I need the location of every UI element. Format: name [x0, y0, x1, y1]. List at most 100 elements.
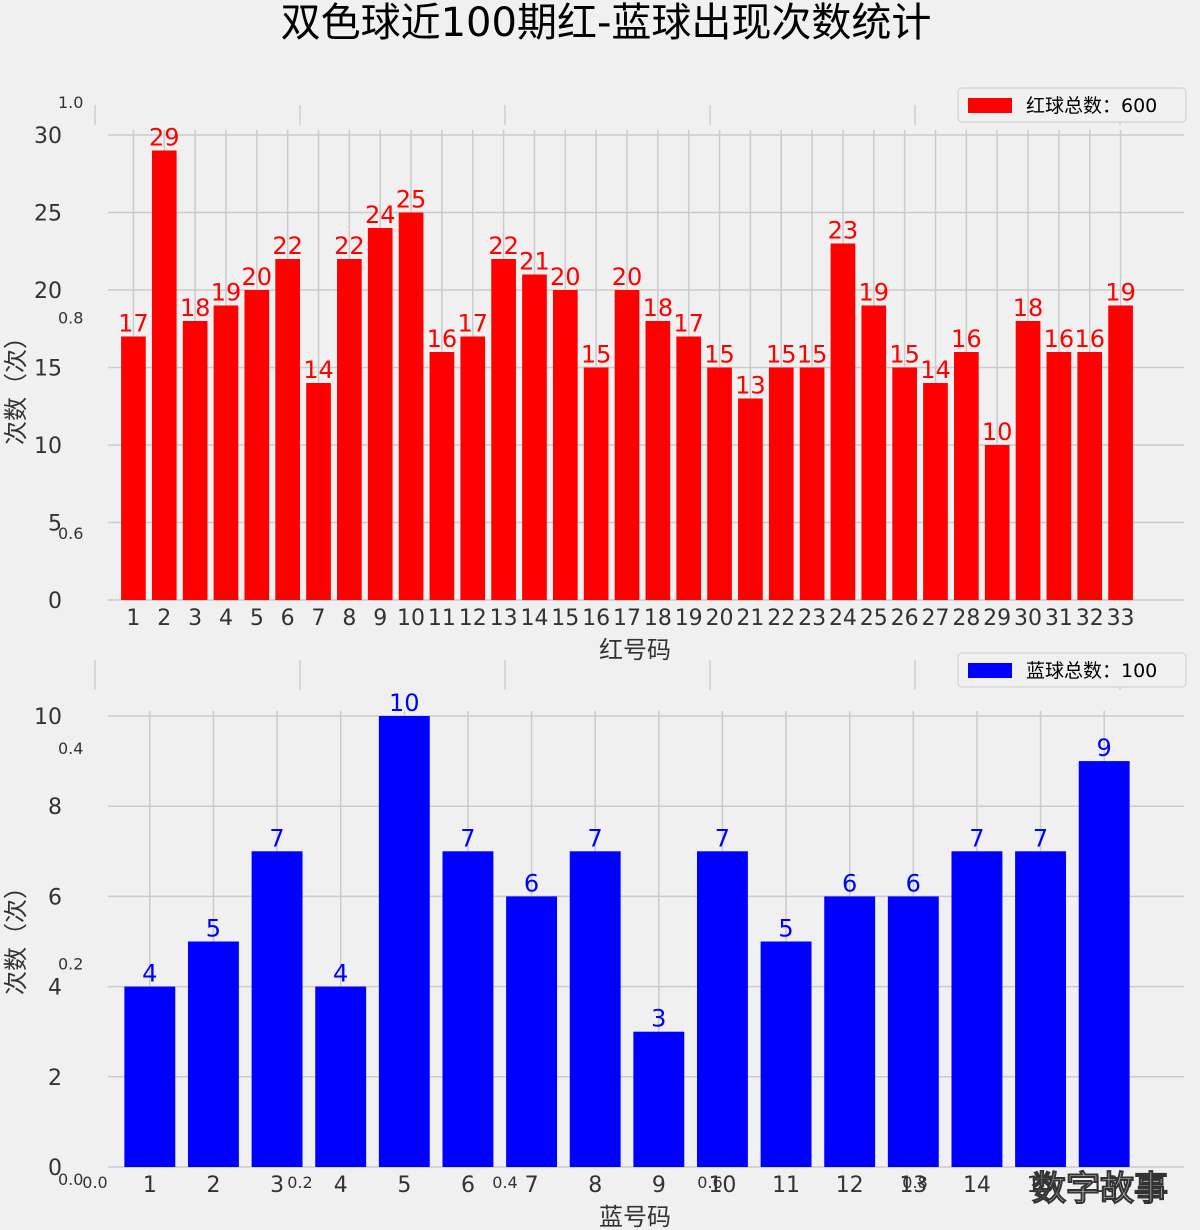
y-tick-label: 10: [34, 434, 62, 459]
legend-label: 蓝球总数：100: [1026, 660, 1157, 682]
chart-title: 双色球近100期红-蓝球出现次数统计: [281, 0, 932, 46]
bar: [121, 336, 146, 600]
bar-value-label: 15: [766, 341, 797, 369]
bar-value-label: 21: [519, 248, 550, 276]
bar: [799, 367, 825, 600]
x-tick-label: 26: [891, 606, 919, 631]
bar-value-label: 22: [334, 232, 365, 260]
bar-value-label: 15: [704, 341, 735, 369]
bar-value-label: 22: [488, 232, 519, 260]
x-tick-label: 2: [157, 606, 171, 631]
x-tick-label: 33: [1107, 606, 1135, 631]
bar-value-label: 16: [1044, 325, 1075, 353]
x-tick-label: 5: [397, 1173, 411, 1198]
bar-value-label: 7: [969, 824, 984, 852]
bar: [645, 321, 671, 600]
bar: [1078, 761, 1130, 1167]
y-tick-label: 0: [48, 1156, 62, 1181]
bar-value-label: 19: [211, 279, 242, 307]
bar-value-label: 6: [906, 869, 921, 897]
bar-value-label: 17: [457, 310, 488, 338]
bar: [244, 290, 270, 600]
y-tick-label: 4: [48, 976, 62, 1001]
bar: [275, 259, 301, 600]
bar: [569, 851, 621, 1167]
background-tick-label: 0.6: [58, 524, 83, 543]
bar: [707, 367, 732, 600]
x-tick-label: 18: [644, 606, 672, 631]
legend-swatch: [968, 663, 1012, 678]
bar-value-label: 18: [180, 294, 211, 322]
bar-value-label: 23: [828, 217, 859, 245]
watermark: 数字故事: [1032, 1169, 1168, 1209]
bar: [824, 896, 876, 1167]
x-tick-label: 10: [397, 606, 425, 631]
bar: [738, 398, 763, 600]
bar: [892, 367, 917, 600]
bar-value-label: 10: [982, 418, 1013, 446]
bar-value-label: 9: [1097, 734, 1112, 762]
x-tick-label: 5: [250, 606, 264, 631]
bar: [522, 274, 547, 600]
x-tick-label: 16: [582, 606, 610, 631]
x-tick-label: 27: [921, 606, 949, 631]
x-tick-label: 11: [772, 1173, 800, 1198]
bar: [1046, 352, 1072, 600]
y-tick-label: 20: [34, 279, 62, 304]
x-tick-label: 20: [706, 606, 734, 631]
bar-value-label: 15: [889, 341, 920, 369]
x-tick-label: 10: [708, 1173, 736, 1198]
x-tick-label: 32: [1076, 606, 1104, 631]
y-tick-label: 5: [48, 512, 62, 537]
bar: [887, 896, 939, 1167]
x-tick-label: 15: [551, 606, 579, 631]
bar-value-label: 14: [920, 356, 951, 384]
bar-value-label: 10: [389, 689, 420, 717]
bar-value-label: 19: [859, 279, 890, 307]
background-tick-label: 0.8: [902, 1173, 927, 1192]
background-tick-label: 0.2: [58, 955, 83, 974]
bar: [506, 896, 558, 1167]
background-tick-label: 0.0: [82, 1173, 107, 1192]
x-tick-label: 12: [836, 1173, 864, 1198]
bar-value-label: 5: [206, 915, 221, 943]
bar: [633, 1031, 685, 1167]
background-tick-label: 1.0: [1107, 1173, 1132, 1192]
bar: [378, 716, 430, 1167]
bar-value-label: 17: [118, 310, 149, 338]
legend-box: [957, 87, 1187, 123]
bar-value-label: 18: [1013, 294, 1044, 322]
bar-value-label: 15: [581, 341, 612, 369]
bar: [1077, 352, 1103, 600]
bar: [614, 290, 640, 600]
bar: [696, 851, 748, 1167]
bar: [151, 150, 177, 600]
bar: [1015, 321, 1041, 600]
x-tick-label: 24: [829, 606, 857, 631]
x-tick-label: 3: [188, 606, 202, 631]
bar-value-label: 13: [735, 372, 766, 400]
bar: [182, 321, 208, 600]
bar-value-label: 22: [272, 232, 303, 260]
y-tick-label: 10: [34, 705, 62, 730]
x-tick-label: 8: [342, 606, 356, 631]
bar: [861, 305, 887, 600]
background-tick-label: 1.0: [58, 93, 83, 112]
y-tick-label: 25: [34, 202, 62, 227]
bar-value-label: 6: [842, 869, 857, 897]
y-axis-label: 次数（次）: [2, 875, 30, 995]
bar-value-label: 17: [673, 310, 704, 338]
x-tick-label: 23: [798, 606, 826, 631]
x-tick-label: 9: [652, 1173, 666, 1198]
x-tick-label: 1: [126, 606, 140, 631]
bar-value-label: 7: [588, 824, 603, 852]
bar: [251, 851, 303, 1167]
bar: [213, 305, 239, 600]
y-tick-label: 2: [48, 1066, 62, 1091]
bar-value-label: 24: [365, 201, 396, 229]
bar-value-label: 5: [778, 915, 793, 943]
bar-value-label: 7: [460, 824, 475, 852]
bar-value-label: 15: [797, 341, 828, 369]
y-tick-label: 6: [48, 885, 62, 910]
